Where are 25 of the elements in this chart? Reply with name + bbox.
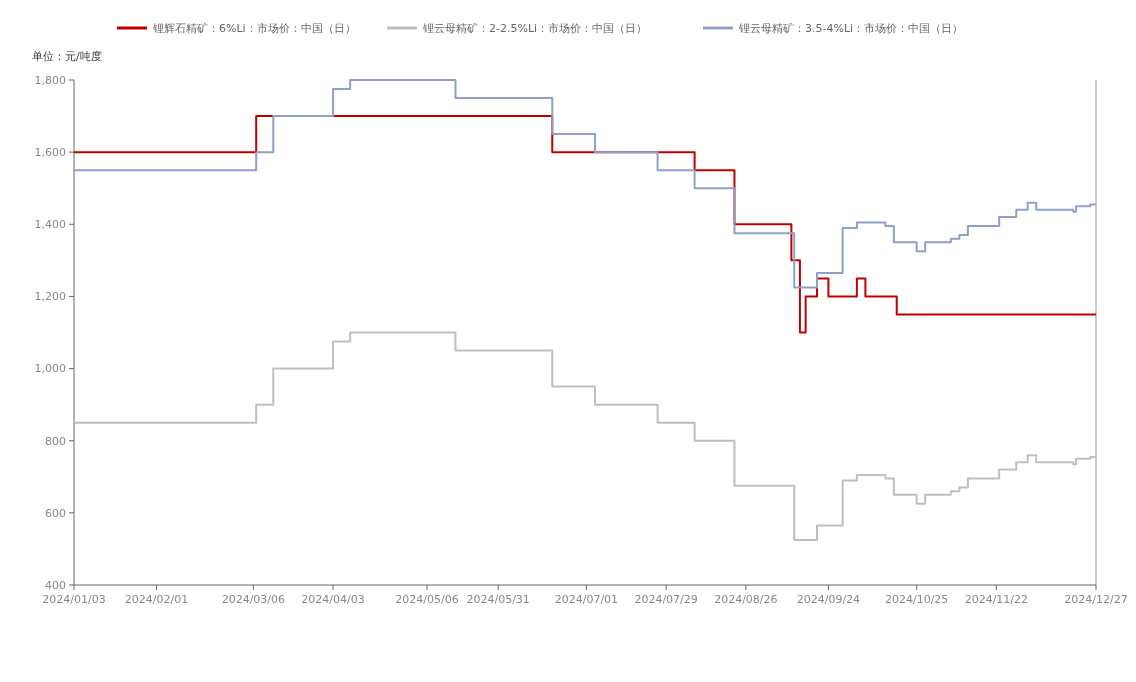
y-tick-label: 600 — [45, 506, 66, 520]
x-tick-label: 2024/08/26 — [714, 593, 778, 606]
y-tick-label: 1,600 — [34, 145, 66, 159]
x-tick-label: 2024/12/27 — [1064, 593, 1128, 606]
y-tick-label: 400 — [45, 578, 66, 592]
y-tick-label: 1,000 — [34, 362, 66, 376]
x-tick-label: 2024/11/22 — [964, 593, 1029, 606]
x-tick-label: 2024/05/31 — [466, 593, 530, 606]
x-tick-label: 2024/03/06 — [221, 593, 286, 606]
legend-label: 锂云母精矿：3.5-4%Li：市场价：中国（日） — [738, 21, 964, 35]
y-tick-label: 1,400 — [34, 218, 66, 232]
x-tick-label: 2024/05/06 — [395, 593, 459, 606]
y-tick-label: 1,200 — [34, 290, 66, 304]
x-tick-label: 2024/02/01 — [124, 593, 189, 606]
x-tick-label: 2024/09/24 — [796, 593, 861, 606]
x-tick-label: 2024/04/03 — [301, 593, 365, 606]
x-tick-label: 2024/07/01 — [554, 593, 619, 606]
x-tick-label: 2024/10/25 — [884, 593, 949, 606]
x-tick-label: 2024/01/03 — [42, 593, 106, 606]
y-tick-label: 800 — [45, 434, 66, 448]
x-tick-label: 2024/07/29 — [634, 593, 698, 606]
y-tick-label: 1,800 — [34, 73, 66, 87]
legend-label: 锂云母精矿：2-2.5%Li：市场价：中国（日） — [422, 21, 648, 35]
legend-label: 锂辉石精矿：6%Li：市场价：中国（日） — [152, 21, 356, 35]
y-axis-title: 单位：元/吨度 — [32, 50, 102, 63]
